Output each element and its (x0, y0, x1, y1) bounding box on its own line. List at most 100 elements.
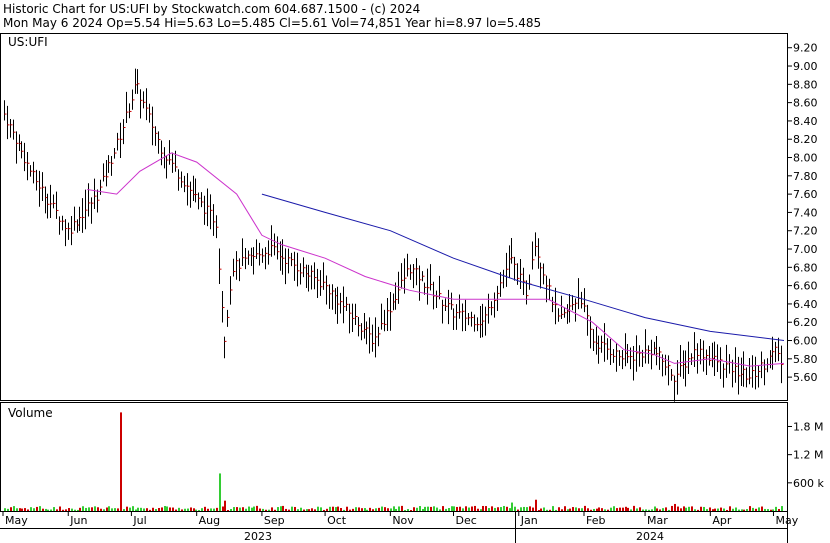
volume-bar (224, 500, 226, 511)
long-moving-average-line (261, 193, 785, 341)
volume-bar (398, 506, 400, 511)
volume-bar (552, 506, 554, 511)
volume-bar (451, 506, 453, 511)
volume-bar (625, 506, 627, 511)
volume-bar (532, 507, 534, 511)
volume-bar (668, 509, 670, 511)
volume-bar (178, 507, 180, 511)
volume-bar (462, 508, 464, 511)
volume-bar (671, 505, 673, 511)
month-label: Aug (199, 514, 220, 527)
volume-bar (543, 507, 545, 511)
volume-bar (193, 508, 195, 511)
volume-bar (390, 508, 392, 511)
volume-bar (703, 506, 705, 511)
month-label: Jan (520, 514, 538, 527)
volume-bar (248, 506, 250, 511)
volume-bar (291, 506, 293, 511)
volume-bar (166, 506, 168, 511)
volume-bar (509, 508, 511, 511)
volume-bar (94, 506, 96, 511)
volume-bar (503, 505, 505, 511)
volume-bar (16, 508, 18, 511)
month-label: Oct (327, 514, 347, 527)
volume-bar (613, 506, 615, 511)
volume-bar (288, 509, 290, 511)
volume-bar (639, 507, 641, 511)
volume-bar (164, 506, 166, 511)
volume-bar (152, 507, 154, 511)
price-tick-label: 6.80 (793, 261, 818, 274)
volume-bar (775, 506, 777, 511)
volume-bar (314, 509, 316, 511)
volume-bar (106, 507, 108, 511)
volume-bar (323, 509, 325, 511)
volume-bar (132, 506, 134, 511)
volume-bar (82, 506, 84, 511)
volume-tick-label: 1.8 M (793, 420, 823, 433)
volume-bar (303, 509, 305, 511)
volume-bar (56, 509, 58, 511)
year-label: 2024 (636, 530, 664, 543)
volume-bar (297, 509, 299, 511)
price-tick-label: 7.40 (793, 206, 818, 219)
volume-bar (674, 503, 676, 511)
volume-bar (430, 506, 432, 511)
price-tick-label: 6.40 (793, 298, 818, 311)
volume-bar (654, 506, 656, 511)
volume-bar (50, 509, 52, 511)
volume-bar (140, 507, 142, 511)
volume-bar (280, 506, 282, 511)
volume-bar (511, 502, 513, 511)
volume-bar (222, 506, 224, 511)
price-tick-label: 9.00 (793, 60, 818, 73)
volume-bar (685, 507, 687, 511)
volume-bar (694, 509, 696, 511)
volume-bar (30, 507, 32, 511)
volume-bar (558, 507, 560, 511)
volume-bar (358, 507, 360, 511)
volume-bar (79, 507, 81, 511)
volume-bar (604, 509, 606, 511)
volume-bar (578, 508, 580, 511)
volume-bar (471, 506, 473, 511)
volume-bar (135, 509, 137, 511)
volume-bar (439, 509, 441, 511)
volume-bar (555, 509, 557, 511)
volume-bar (317, 506, 319, 511)
volume-bar (346, 506, 348, 511)
volume-bar (477, 508, 479, 511)
month-label: Apr (712, 514, 732, 527)
volume-bar (680, 508, 682, 511)
volume-bar (538, 510, 540, 511)
volume-bar (242, 507, 244, 511)
volume-bar (546, 509, 548, 511)
volume-bar (19, 508, 21, 511)
short-moving-average-line (87, 152, 785, 367)
price-tick-label: 6.00 (793, 335, 818, 348)
price-tick-label: 5.80 (793, 353, 818, 366)
volume-bar (688, 506, 690, 511)
volume-bar (375, 508, 377, 511)
volume-bar (772, 509, 774, 511)
volume-bar (755, 508, 757, 511)
volume-bar (233, 507, 235, 511)
volume-bar (526, 507, 528, 511)
volume-bar (590, 509, 592, 511)
volume-bar (485, 506, 487, 511)
price-panel-frame (0, 33, 788, 401)
volume-bar (598, 507, 600, 511)
volume-bar (758, 507, 760, 511)
volume-bar (395, 508, 397, 511)
volume-bar (253, 506, 255, 511)
volume-bar (308, 509, 310, 511)
volume-bar (584, 505, 586, 511)
volume-bar (436, 507, 438, 511)
volume-bar (169, 507, 171, 511)
volume-bar (45, 508, 47, 511)
volume-bar (320, 507, 322, 511)
price-panel-title: US:UFI (8, 35, 48, 49)
volume-bar (610, 507, 612, 511)
price-tick-label: 7.20 (793, 225, 818, 238)
volume-bar (738, 509, 740, 511)
